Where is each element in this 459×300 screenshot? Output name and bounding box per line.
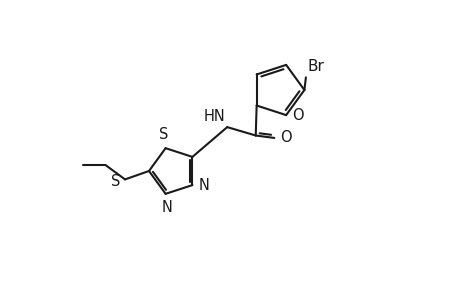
Text: HN: HN xyxy=(203,109,225,124)
Text: Br: Br xyxy=(307,59,324,74)
Text: S: S xyxy=(159,127,168,142)
Text: N: N xyxy=(198,178,209,193)
Text: S: S xyxy=(111,174,121,189)
Text: N: N xyxy=(161,200,172,215)
Text: O: O xyxy=(291,108,303,123)
Text: O: O xyxy=(280,130,291,145)
